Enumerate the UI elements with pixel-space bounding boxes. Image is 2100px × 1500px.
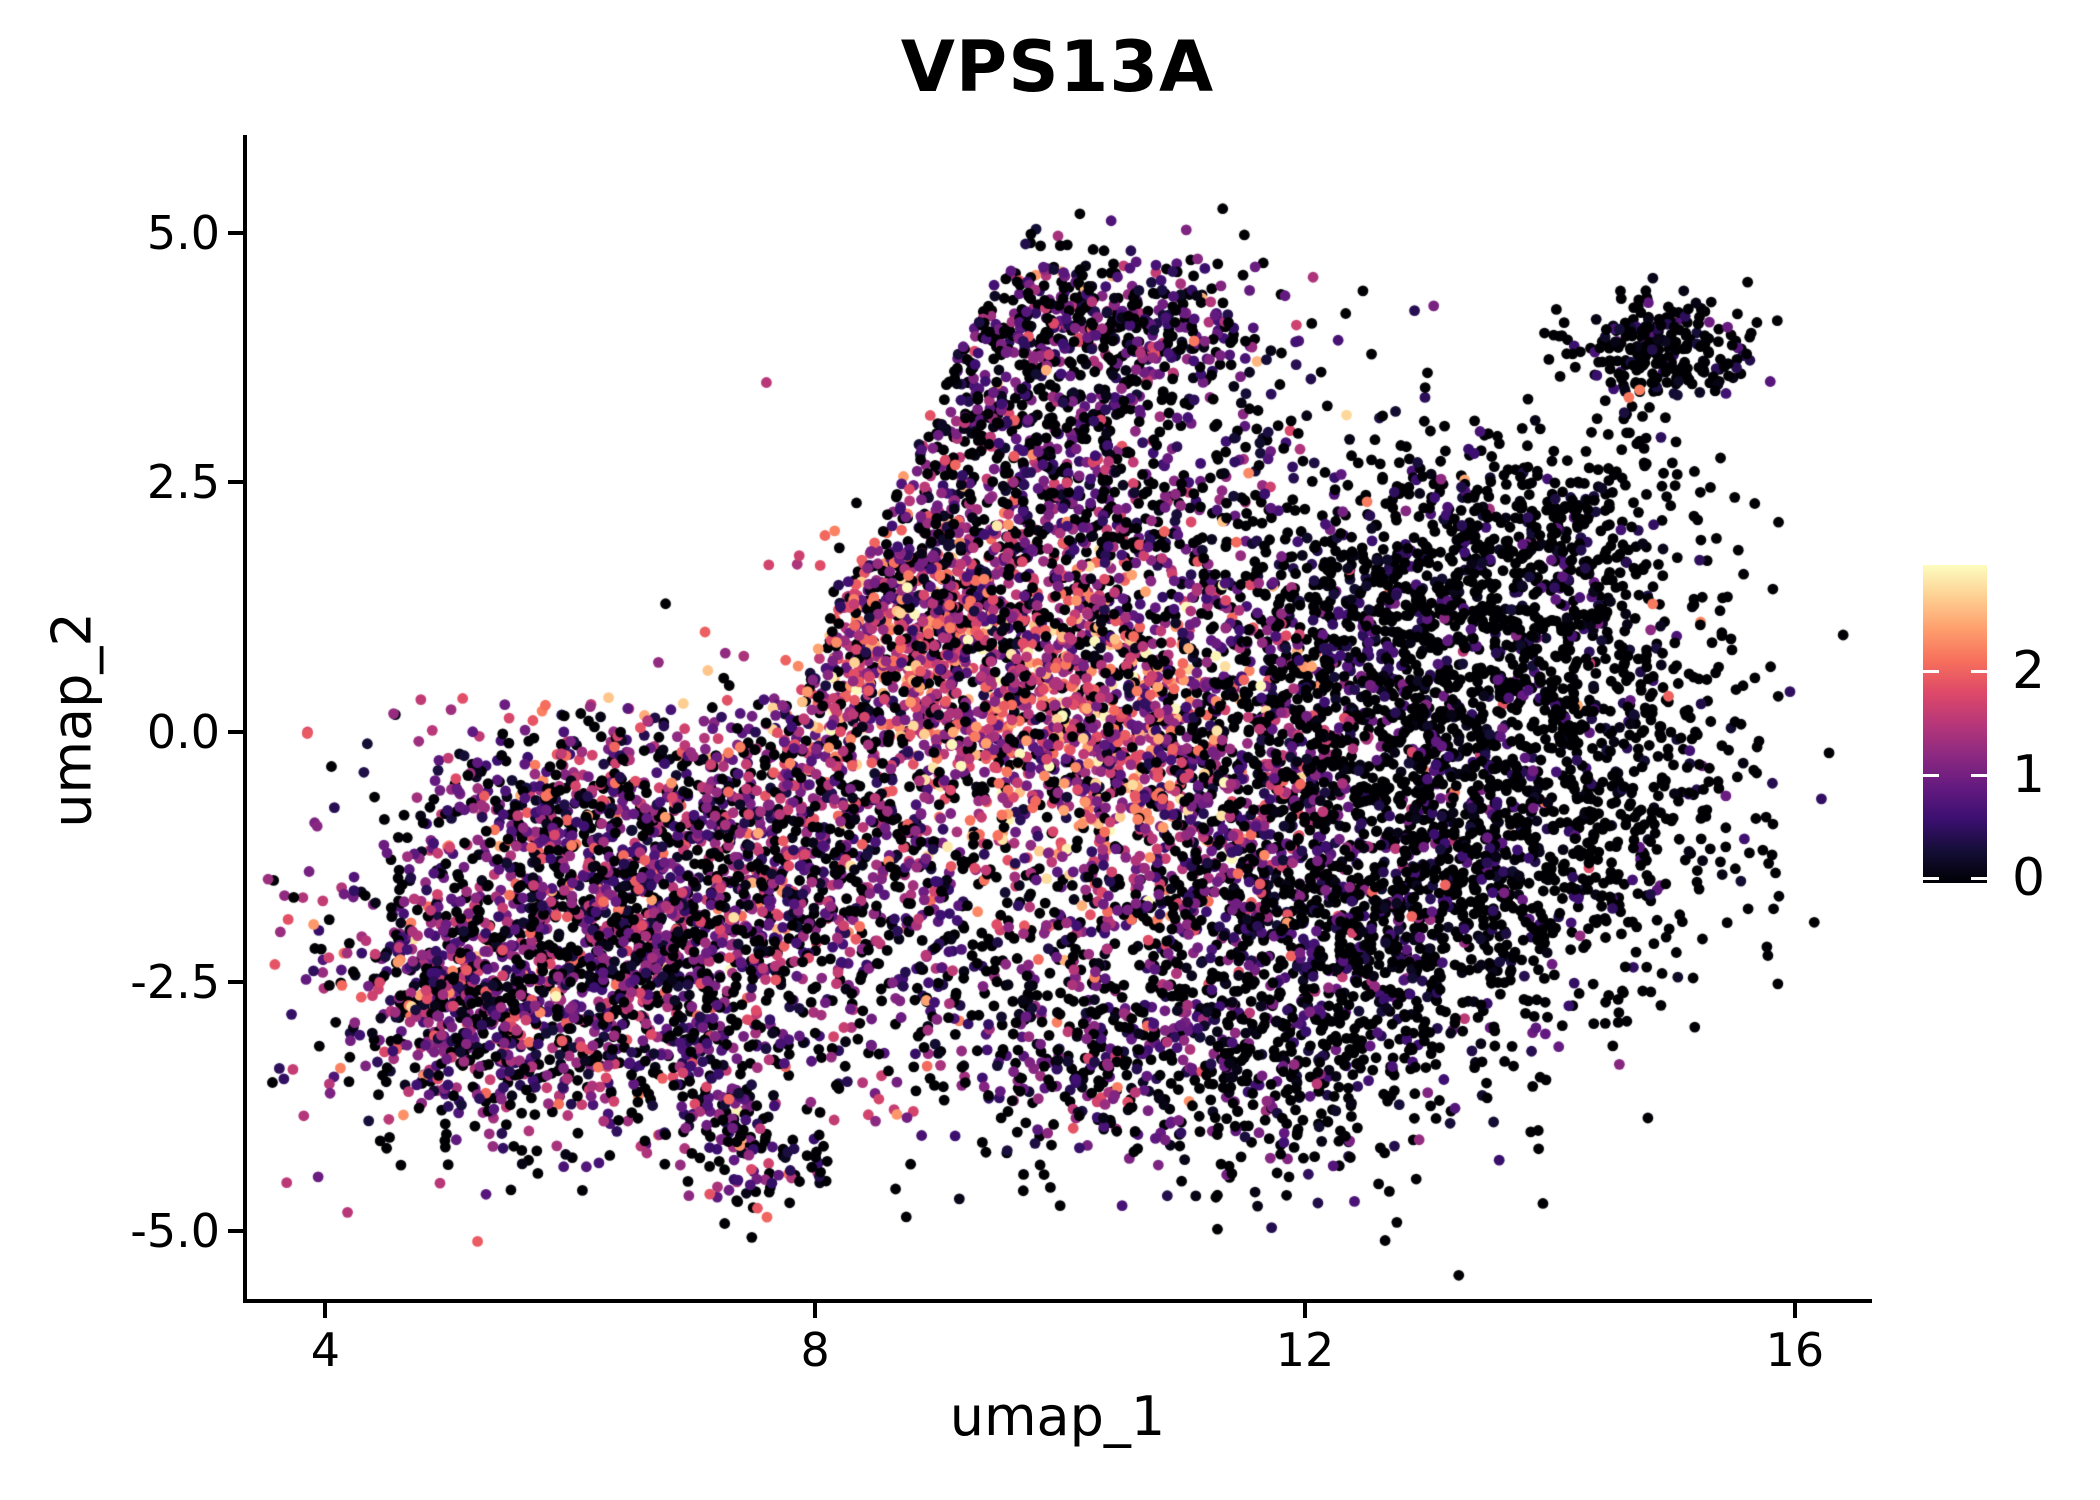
x-axis-tick [1303, 1303, 1308, 1318]
y-axis-tick-label: 5.0 [146, 205, 220, 260]
x-axis-tick [1792, 1303, 1797, 1318]
y-axis-tick [228, 1229, 243, 1234]
x-axis-tick-label: 4 [310, 1323, 340, 1377]
y-axis-tick-label: -2.5 [130, 954, 220, 1009]
x-axis-label: umap_1 [949, 1385, 1166, 1448]
colorbar-tick-label: 0 [2012, 848, 2046, 908]
colorbar-tick-left [1923, 773, 1939, 777]
umap-scatter-canvas [247, 135, 1872, 1303]
x-axis-tick-label: 12 [1275, 1323, 1335, 1377]
plot-title: VPS13A [900, 26, 1215, 108]
y-axis-tick-label: -5.0 [130, 1204, 220, 1259]
colorbar-tick-label: 1 [2012, 744, 2046, 805]
plot-panel [243, 135, 1872, 1303]
colorbar [1923, 565, 1987, 883]
x-axis-tick [813, 1303, 818, 1318]
colorbar-tick-left [1923, 877, 1939, 880]
x-axis-tick-label: 16 [1765, 1323, 1825, 1377]
y-axis-tick [228, 480, 243, 485]
y-axis-tick [228, 729, 243, 734]
y-axis-tick-label: 2.5 [146, 455, 220, 510]
colorbar-tick-left [1923, 670, 1939, 674]
colorbar-tick-right [1971, 773, 1987, 777]
colorbar-tick-right [1971, 670, 1987, 674]
x-axis-tick-label: 8 [800, 1323, 830, 1377]
y-axis-tick [228, 230, 243, 235]
y-axis-tick-label: 0.0 [146, 704, 220, 759]
y-axis-tick [228, 979, 243, 984]
x-axis-tick [323, 1303, 328, 1318]
colorbar-tick-label: 2 [2012, 641, 2046, 702]
colorbar-tick-right [1971, 877, 1987, 880]
